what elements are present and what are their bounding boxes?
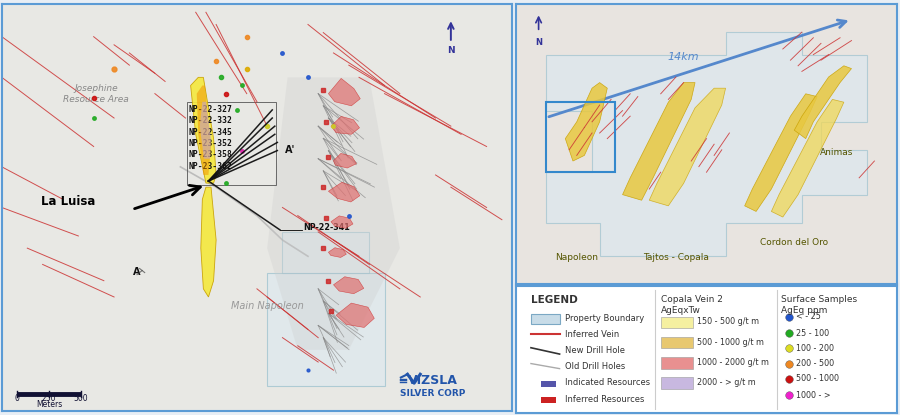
Text: N: N: [447, 46, 454, 55]
Polygon shape: [328, 248, 346, 257]
Polygon shape: [197, 85, 211, 175]
Text: 500: 500: [74, 394, 88, 403]
Text: Josephine
Resource Area: Josephine Resource Area: [63, 83, 129, 104]
Text: Cordon del Oro: Cordon del Oro: [760, 238, 828, 247]
Text: NP-22-327: NP-22-327: [188, 105, 232, 114]
Text: Indicated Resources: Indicated Resources: [565, 378, 651, 387]
Text: 100 - 200: 100 - 200: [796, 344, 834, 353]
Text: 14km: 14km: [668, 52, 699, 62]
Polygon shape: [191, 77, 216, 183]
Text: 1000 - 2000 g/t m: 1000 - 2000 g/t m: [697, 358, 769, 367]
Text: NP-23-352: NP-23-352: [188, 139, 232, 148]
Text: Inferred Vein: Inferred Vein: [565, 330, 619, 339]
Text: 1000 - >: 1000 - >: [796, 391, 831, 400]
Text: 0: 0: [14, 394, 20, 403]
Bar: [661, 378, 693, 389]
Bar: [267, 273, 384, 386]
Text: 500 - 1000 g/t m: 500 - 1000 g/t m: [697, 337, 764, 347]
Text: Inferred Resources: Inferred Resources: [565, 395, 644, 403]
Polygon shape: [546, 32, 867, 256]
Polygon shape: [623, 83, 695, 200]
Text: LEGEND: LEGEND: [531, 295, 578, 305]
Text: Main Napoleon: Main Napoleon: [230, 301, 303, 311]
Polygon shape: [331, 216, 353, 228]
Text: Animas: Animas: [820, 149, 853, 157]
Text: 250: 250: [41, 394, 57, 403]
Bar: [541, 381, 556, 387]
Text: NP-22-341: NP-22-341: [303, 223, 349, 232]
Text: 500 - 1000: 500 - 1000: [796, 374, 839, 383]
Polygon shape: [328, 78, 360, 106]
Text: Property Boundary: Property Boundary: [565, 314, 644, 323]
Polygon shape: [336, 303, 374, 327]
Polygon shape: [565, 83, 608, 161]
Text: SILVER CORP: SILVER CORP: [400, 389, 465, 398]
Text: Surface Samples
AgEq ppm: Surface Samples AgEq ppm: [781, 295, 857, 315]
Text: NP-22-332: NP-22-332: [188, 116, 232, 125]
Polygon shape: [649, 88, 725, 206]
Text: A: A: [133, 266, 140, 277]
Bar: [661, 337, 693, 348]
Text: Tajtos - Copala: Tajtos - Copala: [643, 254, 709, 262]
Text: NP-22-345: NP-22-345: [188, 128, 232, 137]
Bar: [661, 317, 693, 328]
Text: NP-23-362: NP-23-362: [188, 162, 232, 171]
Text: N: N: [536, 38, 542, 47]
Bar: [187, 102, 276, 185]
Text: Copala Vein 2
AgEqxTw: Copala Vein 2 AgEqxTw: [661, 295, 723, 315]
Polygon shape: [331, 116, 359, 134]
Polygon shape: [201, 187, 216, 297]
Text: A': A': [285, 144, 295, 155]
Text: 2000 - > g/t m: 2000 - > g/t m: [697, 378, 756, 387]
Text: Napoleon: Napoleon: [555, 254, 598, 262]
Polygon shape: [328, 182, 360, 202]
Text: 150 - 500 g/t m: 150 - 500 g/t m: [697, 317, 759, 326]
Text: La Luisa: La Luisa: [41, 195, 95, 208]
Polygon shape: [744, 94, 817, 211]
Text: 200 - 500: 200 - 500: [796, 359, 834, 368]
Polygon shape: [267, 77, 400, 350]
Bar: [546, 102, 615, 172]
Bar: [531, 314, 560, 324]
Text: NP-23-358: NP-23-358: [188, 151, 232, 159]
Text: < - 25: < - 25: [796, 312, 821, 321]
Text: 25 - 100: 25 - 100: [796, 329, 829, 338]
Text: Old Drill Holes: Old Drill Holes: [565, 361, 626, 371]
Text: VIZSLA: VIZSLA: [408, 374, 458, 387]
Polygon shape: [771, 99, 844, 217]
Polygon shape: [334, 154, 356, 168]
Text: Meters: Meters: [36, 400, 62, 409]
Bar: [541, 397, 556, 403]
Bar: [661, 357, 693, 369]
Polygon shape: [200, 102, 211, 159]
Text: New Drill Hole: New Drill Hole: [565, 347, 626, 355]
Bar: [283, 232, 369, 273]
Polygon shape: [795, 66, 851, 139]
Polygon shape: [334, 277, 364, 294]
